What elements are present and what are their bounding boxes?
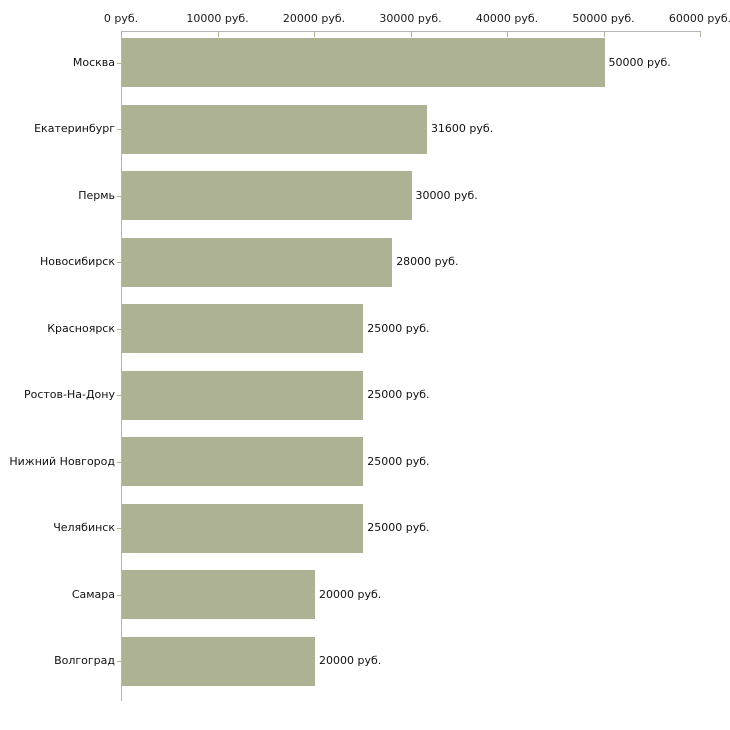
category-label: Челябинск bbox=[53, 521, 115, 534]
bar[interactable] bbox=[122, 171, 412, 220]
y-axis-tick bbox=[117, 262, 122, 263]
x-axis-tick-label: 0 руб. bbox=[103, 12, 139, 25]
y-axis-tick bbox=[117, 329, 122, 330]
bar-value-label: 20000 руб. bbox=[319, 654, 382, 667]
x-axis-tick-label: 20000 руб. bbox=[282, 12, 346, 25]
y-axis-tick bbox=[117, 595, 122, 596]
x-axis-tick bbox=[217, 31, 219, 37]
bar[interactable] bbox=[122, 237, 393, 287]
y-axis-line bbox=[121, 31, 122, 701]
bar-value-label: 25000 руб. bbox=[367, 321, 430, 335]
x-axis-tick bbox=[603, 31, 605, 37]
category-label: Красноярск bbox=[47, 321, 115, 335]
bar-value-label: 25000 руб. bbox=[367, 388, 430, 401]
bar[interactable] bbox=[122, 370, 364, 420]
bar-value-label: 25000 руб. bbox=[367, 454, 430, 468]
x-axis-tick bbox=[507, 31, 508, 37]
y-axis-tick bbox=[117, 661, 122, 662]
bar-value-label: 50000 руб. bbox=[608, 55, 671, 69]
bar[interactable] bbox=[122, 304, 364, 353]
category-label: Самара bbox=[71, 587, 115, 601]
bar[interactable] bbox=[122, 38, 605, 87]
y-axis-tick bbox=[117, 528, 122, 529]
y-axis-tick bbox=[117, 395, 122, 396]
x-axis-tick bbox=[121, 31, 122, 37]
bar-value-label: 28000 руб. bbox=[396, 255, 459, 268]
bar-value-label: 25000 руб. bbox=[367, 521, 430, 534]
category-label: Волгоград bbox=[54, 654, 115, 667]
category-label: Пермь bbox=[78, 188, 115, 202]
category-label: Екатеринбург bbox=[34, 122, 115, 135]
x-axis-tick bbox=[700, 31, 701, 37]
bar[interactable] bbox=[122, 636, 315, 686]
bar[interactable] bbox=[122, 437, 364, 486]
bar-value-label: 20000 руб. bbox=[319, 587, 382, 601]
bar-value-label: 30000 руб. bbox=[415, 188, 478, 202]
x-axis-tick bbox=[410, 31, 412, 37]
x-axis-tick-label: 30000 руб. bbox=[379, 12, 442, 25]
y-axis-tick bbox=[117, 63, 122, 64]
x-axis-tick bbox=[314, 31, 315, 37]
category-label: Нижний Новгород bbox=[9, 454, 115, 468]
x-axis-tick-label: 40000 руб. bbox=[475, 12, 539, 25]
x-axis-tick-label: 50000 руб. bbox=[572, 12, 635, 25]
category-label: Москва bbox=[72, 55, 115, 69]
bar[interactable] bbox=[122, 570, 315, 619]
bar[interactable] bbox=[122, 503, 364, 553]
y-axis-tick bbox=[117, 196, 122, 197]
category-label: Новосибирск bbox=[39, 255, 115, 268]
x-axis-tick-label: 60000 руб. bbox=[668, 12, 730, 25]
category-label: Ростов-На-Дону bbox=[23, 388, 115, 401]
x-axis-tick-label: 10000 руб. bbox=[186, 12, 249, 25]
y-axis-tick bbox=[117, 462, 122, 463]
bar-value-label: 31600 руб. bbox=[430, 122, 494, 135]
bar[interactable] bbox=[122, 104, 427, 154]
y-axis-tick bbox=[117, 129, 122, 130]
